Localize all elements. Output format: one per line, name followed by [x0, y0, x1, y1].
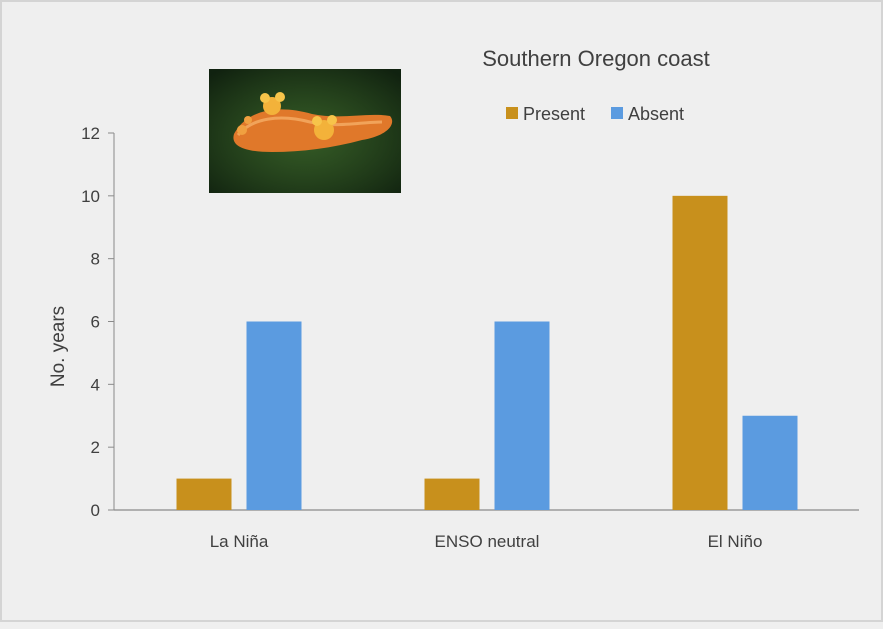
x-tick-label: El Niño	[708, 532, 763, 551]
bar-absent-2	[494, 321, 550, 510]
x-tick-label: La Niña	[210, 532, 269, 551]
bar-absent-3	[742, 415, 798, 510]
y-tick-label: 8	[91, 250, 100, 269]
legend-label-absent: Absent	[628, 104, 684, 124]
y-axis-title: No. years	[48, 306, 69, 387]
x-tick-label: ENSO neutral	[435, 532, 540, 551]
chart-title: Southern Oregon coast	[482, 46, 709, 71]
nudibranch-photo	[209, 69, 401, 193]
bar-present-1	[176, 478, 232, 510]
bar-present-2	[424, 478, 480, 510]
y-tick-label: 0	[91, 501, 100, 520]
legend-swatch-present	[506, 107, 518, 119]
y-tick-label: 6	[91, 313, 100, 332]
y-tick-label: 4	[91, 375, 100, 394]
legend-swatch-absent	[611, 107, 623, 119]
legend-label-present: Present	[523, 104, 585, 124]
y-tick-label: 2	[91, 438, 100, 457]
y-tick-label: 12	[81, 124, 100, 143]
bar-present-3	[672, 195, 728, 511]
y-tick-label: 10	[81, 187, 100, 206]
bar-absent-1	[246, 321, 302, 510]
